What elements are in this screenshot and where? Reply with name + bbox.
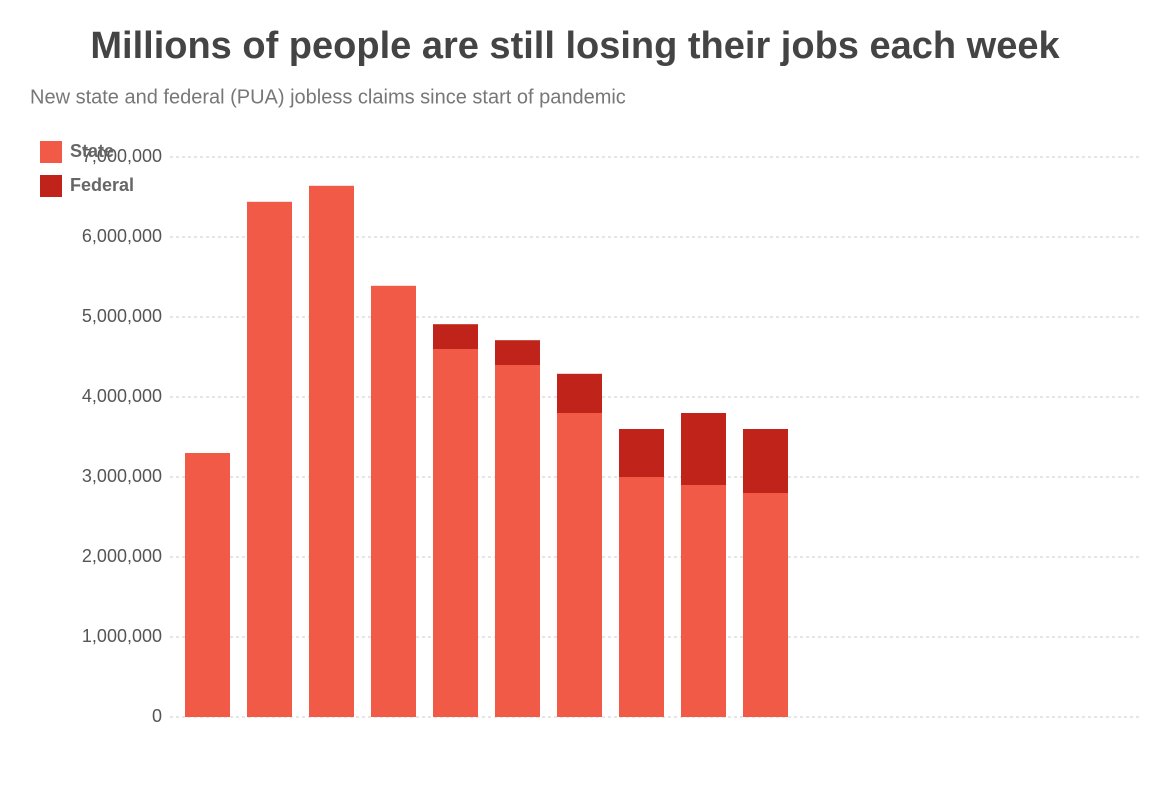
bar-segment [371, 285, 416, 717]
bar-segment [557, 413, 602, 717]
y-tick-label: 6,000,000 [82, 226, 162, 246]
bar-segment [619, 477, 664, 717]
bar-segment [433, 324, 478, 349]
bar-segment [185, 453, 230, 717]
y-tick-label: 0 [152, 706, 162, 726]
bar-segment [743, 429, 788, 493]
y-tick-label: 5,000,000 [82, 306, 162, 326]
y-tick-label: 4,000,000 [82, 386, 162, 406]
bar-segment [681, 413, 726, 485]
bar-segment [495, 340, 540, 365]
bar-segment [495, 365, 540, 717]
legend-swatch [40, 141, 62, 163]
y-tick-label: 7,000,000 [82, 146, 162, 166]
legend-label: Federal [70, 175, 134, 195]
y-tick-label: 2,000,000 [82, 546, 162, 566]
legend-label: State [70, 141, 114, 161]
bar-segment [247, 201, 292, 718]
bar-segment [681, 485, 726, 717]
bar-segment [619, 429, 664, 477]
bar-segment [309, 185, 354, 718]
chart-title: Millions of people are still losing thei… [90, 25, 1060, 67]
bar-segment [557, 373, 602, 413]
y-tick-label: 3,000,000 [82, 466, 162, 486]
chart-subtitle: New state and federal (PUA) jobless clai… [30, 86, 626, 108]
y-tick-label: 1,000,000 [82, 626, 162, 646]
bar-segment [743, 493, 788, 717]
legend-swatch [40, 175, 62, 197]
bar-segment [433, 349, 478, 717]
